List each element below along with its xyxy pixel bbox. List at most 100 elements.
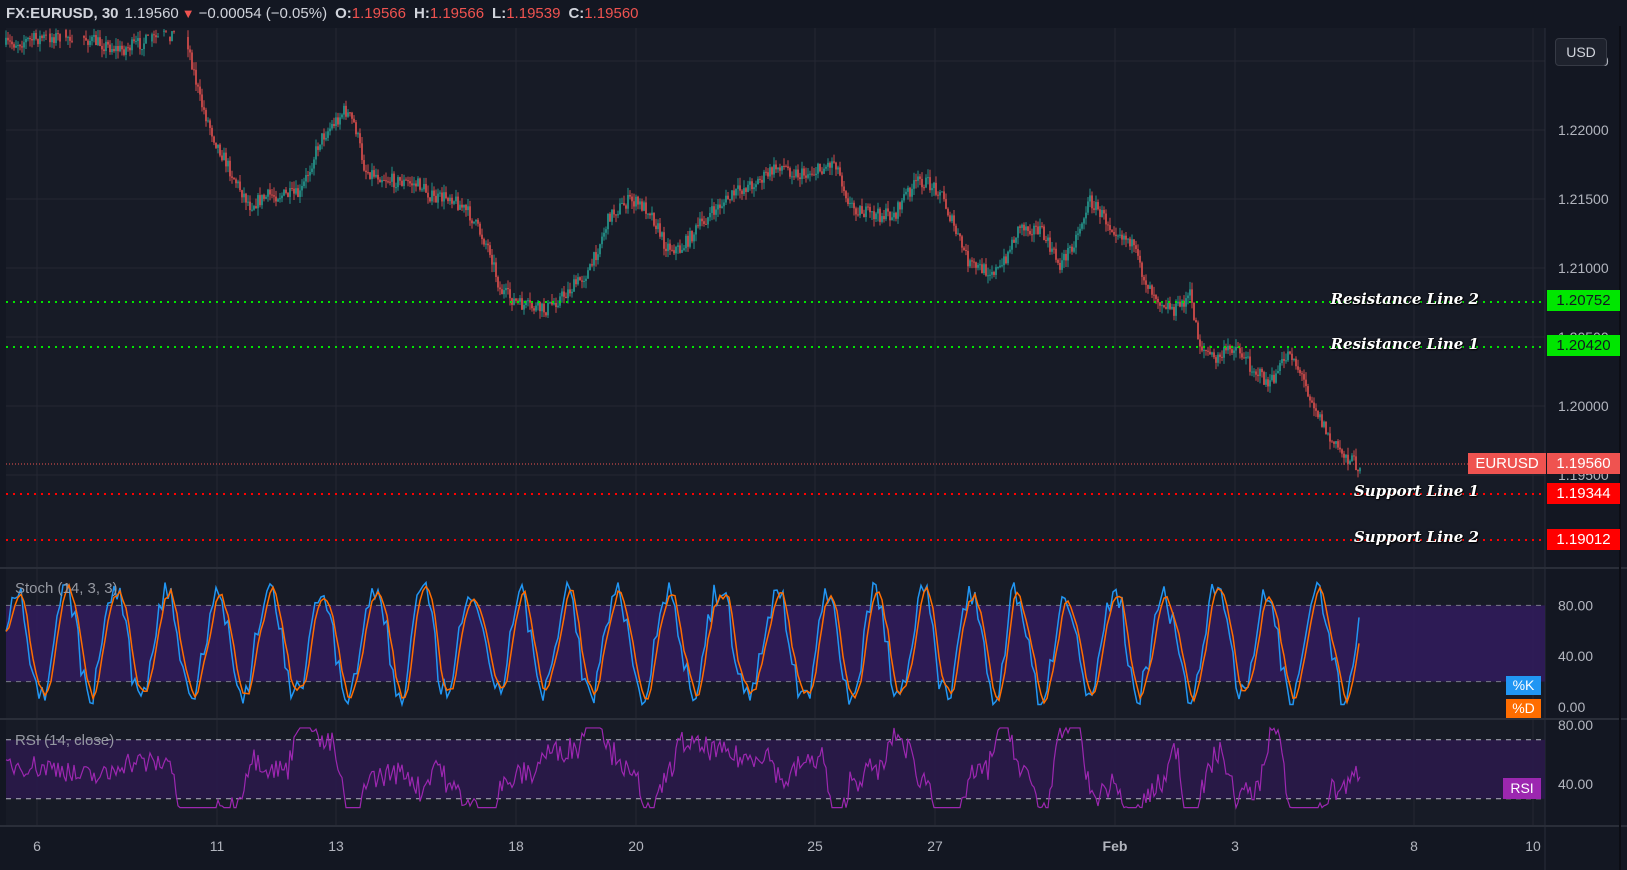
candle-body bbox=[1023, 224, 1025, 231]
candle-body bbox=[1171, 307, 1173, 309]
candle-body bbox=[357, 133, 359, 135]
candle-body bbox=[395, 187, 397, 189]
candle-body bbox=[1213, 352, 1215, 358]
candle-body bbox=[17, 44, 19, 46]
candle-body bbox=[1321, 414, 1323, 427]
candle-body bbox=[423, 183, 425, 190]
candle-body bbox=[1259, 369, 1261, 377]
candle-body bbox=[925, 177, 927, 188]
candle-body bbox=[589, 264, 591, 271]
candle-body bbox=[1175, 303, 1177, 316]
candle-body bbox=[25, 39, 27, 43]
candle-body bbox=[779, 167, 781, 171]
candle-body bbox=[367, 172, 369, 174]
candle-body bbox=[441, 192, 443, 202]
candle-body bbox=[1113, 232, 1115, 235]
candle-body bbox=[277, 199, 279, 202]
candle-body bbox=[1245, 356, 1247, 359]
candle-body bbox=[341, 114, 343, 118]
candle-body bbox=[1085, 212, 1087, 219]
stoch-title[interactable]: Stoch (14, 3, 3) bbox=[15, 580, 118, 597]
candle-body bbox=[1063, 253, 1065, 261]
candle-body bbox=[299, 190, 301, 197]
candle-body bbox=[1285, 360, 1287, 362]
candle-body bbox=[759, 178, 761, 180]
candle-body bbox=[927, 177, 929, 179]
candle-body bbox=[679, 245, 681, 253]
candle-body bbox=[913, 180, 915, 189]
candle-body bbox=[551, 301, 553, 305]
close-label: C: bbox=[568, 4, 585, 22]
candle-body bbox=[7, 37, 9, 41]
candle-body bbox=[1115, 234, 1117, 236]
stoch-d-tag: %D bbox=[1506, 699, 1541, 718]
candle-body bbox=[209, 120, 211, 128]
candle-body bbox=[831, 161, 833, 168]
candle-body bbox=[87, 40, 89, 45]
candle-body bbox=[745, 188, 747, 192]
candle-body bbox=[797, 169, 799, 178]
candle-body bbox=[707, 217, 709, 225]
candle-body bbox=[1161, 305, 1163, 307]
candle-body bbox=[439, 192, 441, 194]
candle-body bbox=[995, 267, 997, 275]
candle-body bbox=[89, 40, 91, 45]
candle-body bbox=[801, 168, 803, 180]
candle-body bbox=[309, 171, 311, 176]
candle-body bbox=[1221, 356, 1223, 358]
candle-body bbox=[863, 213, 865, 218]
time-axis-label: 6 bbox=[33, 838, 41, 854]
candle-body bbox=[987, 275, 989, 277]
rsi-tag: RSI bbox=[1503, 778, 1541, 799]
candle-body bbox=[1055, 248, 1057, 260]
candle-body bbox=[487, 243, 489, 246]
candle-body bbox=[579, 277, 581, 281]
candle-body bbox=[573, 279, 575, 292]
candle-body bbox=[671, 249, 673, 251]
candle-body bbox=[901, 200, 903, 210]
rsi-title[interactable]: RSI (14, close) bbox=[15, 732, 115, 749]
candle-body bbox=[327, 131, 329, 138]
candle-body bbox=[97, 37, 99, 45]
candle-body bbox=[1053, 248, 1055, 250]
candle-body bbox=[471, 220, 473, 224]
candle-body bbox=[1177, 301, 1179, 304]
candle-body bbox=[1001, 265, 1003, 267]
candle-body bbox=[275, 196, 277, 202]
candle-body bbox=[1327, 433, 1329, 435]
candle-body bbox=[749, 181, 751, 185]
candle-body bbox=[739, 185, 741, 191]
low-label: L: bbox=[492, 4, 507, 22]
candle-body bbox=[267, 189, 269, 197]
candle-body bbox=[351, 112, 353, 119]
candle-body bbox=[285, 189, 287, 193]
candle-body bbox=[509, 289, 511, 299]
candle-body bbox=[1273, 374, 1275, 383]
candle-body bbox=[1241, 353, 1243, 358]
currency-button[interactable]: USD bbox=[1555, 38, 1607, 66]
candle-body bbox=[409, 181, 411, 184]
candle-body bbox=[1343, 453, 1345, 458]
candle-body bbox=[1261, 369, 1263, 373]
candle-body bbox=[433, 190, 435, 196]
candle-body bbox=[845, 191, 847, 199]
candle-body bbox=[1071, 246, 1073, 252]
candle-body bbox=[1277, 370, 1279, 374]
candle-body bbox=[807, 174, 809, 178]
candle-body bbox=[647, 213, 649, 215]
candle-body bbox=[151, 34, 153, 42]
symbol-title[interactable]: FX:EURUSD, 30 bbox=[6, 4, 119, 22]
candle-body bbox=[977, 264, 979, 268]
candle-body bbox=[1199, 339, 1201, 347]
candle-body bbox=[607, 213, 609, 230]
time-axis-label: Feb bbox=[1103, 838, 1128, 854]
candle-body bbox=[451, 197, 453, 204]
candle-body bbox=[503, 290, 505, 295]
candle-body bbox=[701, 218, 703, 222]
rsi-axis-label: 40.00 bbox=[1558, 776, 1593, 792]
candle-body bbox=[465, 204, 467, 211]
candle-body bbox=[499, 287, 501, 290]
resistance-line-1-label: Resistance Line 1 bbox=[1330, 335, 1479, 353]
candle-body bbox=[1299, 369, 1301, 374]
